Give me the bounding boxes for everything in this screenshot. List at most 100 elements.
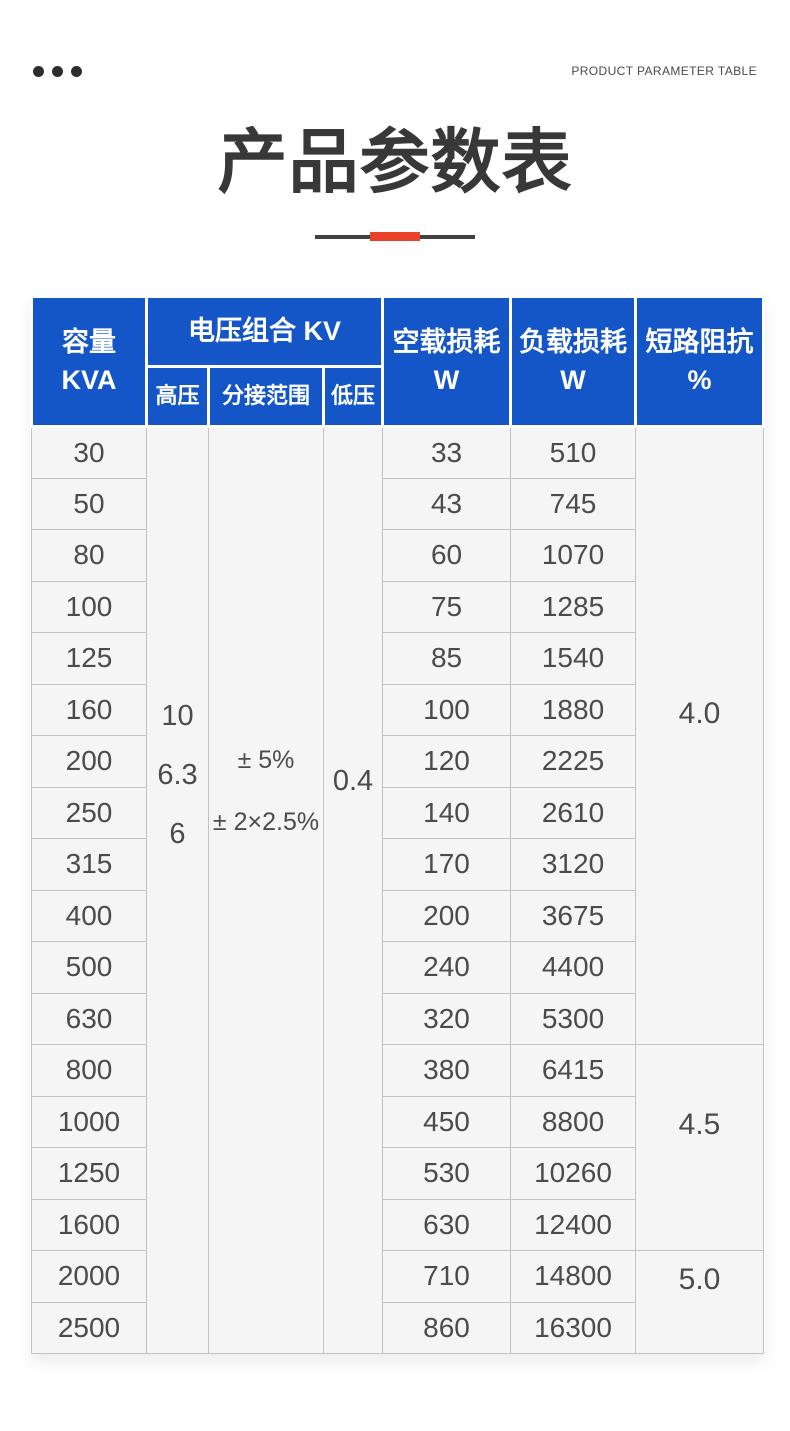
header-no-load-loss-line1: 空载损耗: [392, 326, 501, 357]
cell-impedance: 5.0: [635, 1250, 765, 1354]
cell-no-load-loss: 320: [382, 992, 512, 1045]
table-row: 800 380 6415 4.5: [31, 1044, 765, 1251]
dot-icon: [71, 66, 82, 77]
header-capacity: 容量 KVA: [30, 295, 148, 428]
cell-kva: 1250: [31, 1147, 147, 1200]
cell-load-loss: 16300: [510, 1301, 637, 1354]
cell-load-loss: 5300: [510, 992, 637, 1045]
cell-kva: 800: [31, 1044, 147, 1097]
header-load-loss-line2: W: [560, 364, 586, 395]
voltage-value: ± 2×2.5%: [212, 808, 320, 836]
header-no-load-loss: 空载损耗 W: [381, 295, 513, 428]
cell-no-load-loss: 85: [382, 632, 512, 685]
cell-kva: 500: [31, 941, 147, 994]
dot-icon: [33, 66, 44, 77]
cell-no-load-loss: 140: [382, 786, 512, 839]
cell-load-loss: 1540: [510, 632, 637, 685]
table-row: 125 85 1540: [31, 632, 764, 685]
cell-no-load-loss: 380: [382, 1044, 512, 1097]
cell-no-load-loss: 60: [382, 529, 512, 582]
cell-load-loss: 6415: [510, 1044, 637, 1097]
cell-kva: 630: [31, 992, 147, 1045]
eyebrow-text: PRODUCT PARAMETER TABLE: [571, 64, 757, 78]
cell-no-load-loss: 450: [382, 1095, 512, 1148]
tap-range-cell-values: ± 5% ± 2×2.5%: [209, 746, 323, 837]
low-voltage-cell-values: 0.4: [324, 765, 382, 798]
table-row: 400 200 3675: [31, 889, 764, 942]
tap-range-cell: ± 5% ± 2×2.5%: [208, 426, 324, 1354]
cell-kva: 2500: [31, 1301, 147, 1354]
table-row: 50 43 745: [31, 477, 764, 530]
table-row: 200 120 2225: [31, 735, 764, 788]
cell-kva: 80: [31, 529, 147, 582]
cell-load-loss: 2225: [510, 735, 637, 788]
table-row: 630 320 5300: [31, 992, 764, 1045]
cell-kva: 2000: [31, 1250, 147, 1303]
divider-accent: [370, 232, 420, 241]
table-row: 250 140 2610: [31, 786, 764, 839]
cell-kva: 1000: [31, 1095, 147, 1148]
product-parameter-table: 容量 KVA 电压组合 KV 空载损耗 W 负载损耗 W 短路阻抗 % 高: [30, 295, 766, 1354]
cell-no-load-loss: 170: [382, 838, 512, 891]
table-row: 30 10 6.3 6 ± 5% ± 2×2.5% 0.4 33 510 4.0: [31, 426, 765, 1354]
voltage-value: 0.4: [332, 765, 374, 797]
header-load-loss-line1: 负载损耗: [519, 326, 628, 357]
cell-no-load-loss: 120: [382, 735, 512, 788]
cell-no-load-loss: 33: [382, 426, 512, 479]
table-row: 315 170 3120: [31, 838, 764, 891]
cell-no-load-loss: 860: [382, 1301, 512, 1354]
high-voltage-cell: 10 6.3 6: [146, 426, 209, 1354]
cell-load-loss: 745: [510, 477, 637, 530]
cell-kva: 1600: [31, 1198, 147, 1251]
cell-kva: 250: [31, 786, 147, 839]
voltage-value: 6: [169, 818, 186, 850]
header-no-load-loss-line2: W: [433, 364, 460, 395]
cell-no-load-loss: 75: [382, 580, 512, 633]
page-title: 产品参数表: [217, 123, 573, 201]
cell-no-load-loss: 100: [382, 683, 512, 736]
cell-impedance: 4.0: [635, 426, 765, 1045]
cell-no-load-loss: 240: [382, 941, 512, 994]
header-impedance: 短路阻抗 %: [634, 295, 766, 428]
table-row: 1000 450 8800: [31, 1095, 764, 1148]
cell-kva: 200: [31, 735, 147, 788]
voltage-value: 10: [161, 700, 194, 732]
voltage-value: ± 5%: [237, 746, 295, 774]
high-voltage-cell-values: 10 6.3 6: [147, 700, 208, 851]
cell-load-loss: 1070: [510, 529, 637, 582]
cell-load-loss: 3120: [510, 838, 637, 891]
cell-kva: 315: [31, 838, 147, 891]
title-divider: [315, 232, 475, 241]
table-row: 1600 630 12400: [31, 1198, 764, 1251]
cell-no-load-loss: 630: [382, 1198, 512, 1251]
cell-kva: 100: [31, 580, 147, 633]
cell-no-load-loss: 200: [382, 889, 512, 942]
voltage-value: 6.3: [157, 759, 198, 791]
cell-load-loss: 14800: [510, 1250, 637, 1303]
table-row: 80 60 1070: [31, 529, 764, 582]
table-row: 1250 530 10260: [31, 1147, 764, 1200]
cell-load-loss: 1880: [510, 683, 637, 736]
cell-load-loss: 510: [510, 426, 637, 479]
table-row: 160 100 1880: [31, 683, 764, 736]
cell-load-loss: 3675: [510, 889, 637, 942]
header-impedance-line2: %: [687, 364, 712, 395]
dot-icon: [52, 66, 63, 77]
header-low-voltage: 低压: [321, 365, 385, 428]
header-tap-range: 分接范围: [207, 365, 325, 428]
cell-kva: 50: [31, 477, 147, 530]
header-high-voltage: 高压: [145, 365, 210, 428]
table-row: 500 240 4400: [31, 941, 764, 994]
cell-load-loss: 2610: [510, 786, 637, 839]
table-row: 2000 710 14800 5.0: [31, 1250, 765, 1354]
cell-load-loss: 10260: [510, 1147, 637, 1200]
header-capacity-line2: KVA: [61, 364, 117, 395]
header-row-1: 容量 KVA 电压组合 KV 空载损耗 W 负载损耗 W 短路阻抗 %: [30, 295, 766, 428]
cell-impedance: 4.5: [635, 1044, 765, 1251]
header-capacity-line1: 容量: [62, 326, 116, 357]
low-voltage-cell: 0.4: [322, 426, 384, 1354]
header-impedance-line1: 短路阻抗: [645, 326, 754, 357]
decorative-dots: [33, 66, 82, 77]
table-row: 100 75 1285: [31, 580, 764, 633]
